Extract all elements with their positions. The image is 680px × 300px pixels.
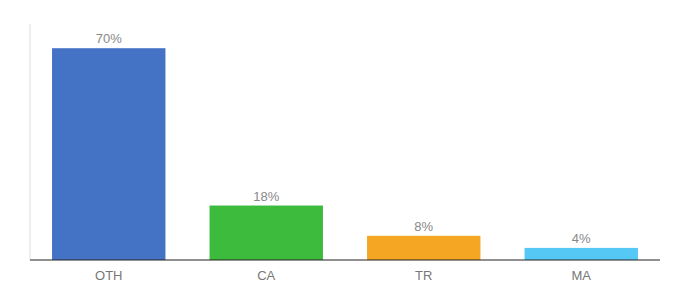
bar xyxy=(525,248,638,260)
bar xyxy=(52,48,165,260)
x-tick-label: CA xyxy=(257,268,275,283)
data-label: 70% xyxy=(96,31,122,46)
x-tick-label: OTH xyxy=(95,268,122,283)
chart-container: 70% 18% 8% 4% OTH CA TR MA xyxy=(0,0,680,300)
chart-svg: 70% 18% 8% 4% OTH CA TR MA xyxy=(0,0,680,300)
bars xyxy=(52,48,638,260)
data-label: 4% xyxy=(572,231,591,246)
x-axis-line xyxy=(30,259,660,260)
y-axis-line xyxy=(30,24,31,260)
x-tick-label: TR xyxy=(415,268,432,283)
bar xyxy=(367,236,480,260)
data-label: 8% xyxy=(414,219,433,234)
bar xyxy=(210,206,323,260)
data-label: 18% xyxy=(253,189,279,204)
x-tick-label: MA xyxy=(572,268,592,283)
x-tick-labels: OTH CA TR MA xyxy=(95,268,591,283)
data-labels: 70% 18% 8% 4% xyxy=(96,31,591,246)
